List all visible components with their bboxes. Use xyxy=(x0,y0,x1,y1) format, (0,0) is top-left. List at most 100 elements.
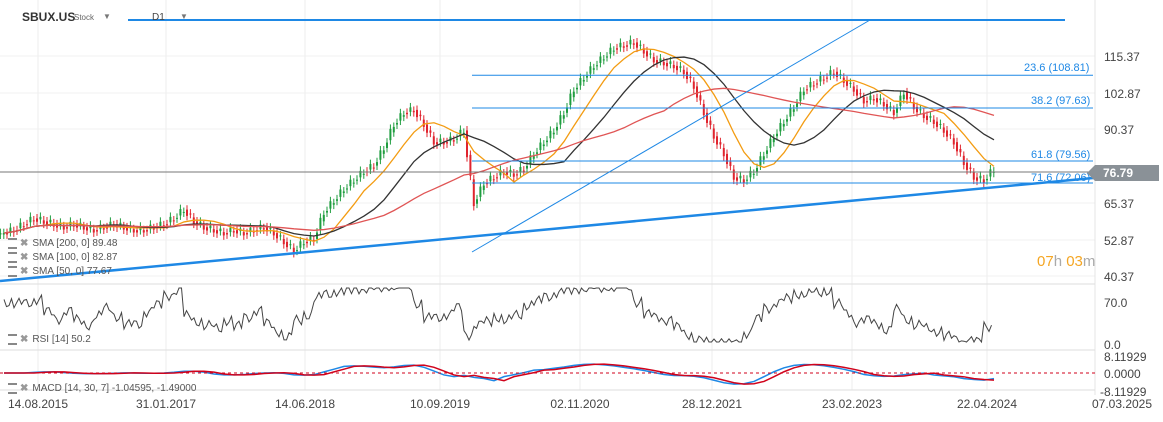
candle-body xyxy=(716,136,718,145)
candle-body xyxy=(589,66,592,74)
candle-body xyxy=(712,128,715,139)
sma100-line xyxy=(3,56,995,237)
candle-body xyxy=(962,155,965,166)
candle-body xyxy=(526,166,528,169)
candle-body xyxy=(719,142,722,145)
settings-icon[interactable] xyxy=(8,334,17,345)
sma50-label: SMA [50, 0] 77.67 xyxy=(32,266,112,278)
legend-sma100[interactable]: ✖ SMA [100, 0] 82.87 xyxy=(8,252,117,263)
candle-body xyxy=(736,177,738,181)
candle-body xyxy=(789,108,792,117)
candle-body xyxy=(776,133,778,137)
candle-body xyxy=(772,138,775,143)
candle-body xyxy=(946,130,948,137)
candle-body xyxy=(102,228,105,230)
candle-body xyxy=(709,120,712,125)
candle-body xyxy=(822,79,825,81)
candle-body xyxy=(806,89,808,91)
symbol-dropdown-icon[interactable]: ▼ xyxy=(103,12,111,21)
timeframe-dropdown-icon[interactable]: ▼ xyxy=(180,12,188,21)
candle-body xyxy=(819,76,822,82)
settings-icon[interactable] xyxy=(8,383,17,394)
candle-body xyxy=(362,173,365,175)
date-tick: 23.02.2023 xyxy=(821,397,883,411)
date-tick: 10.09.2019 xyxy=(409,397,471,411)
candle-body xyxy=(276,233,278,239)
candle-body xyxy=(189,213,192,215)
candle-body xyxy=(609,47,612,55)
uptrend-line xyxy=(0,176,1094,283)
candle-body xyxy=(859,93,862,95)
legend-sma50[interactable]: ✖ SMA [50, 0] 77.67 xyxy=(8,266,112,277)
candle-body xyxy=(516,174,518,176)
timeframe-selector[interactable]: D1 xyxy=(152,12,165,23)
candle-body xyxy=(426,124,428,133)
rsi-tick: 70.0 xyxy=(1104,296,1128,310)
legend-sma200[interactable]: ✖ SMA [200, 0] 89.48 xyxy=(8,238,117,249)
remove-icon[interactable]: ✖ xyxy=(20,252,29,264)
symbol-label[interactable]: SBUX.US xyxy=(22,10,76,24)
candle-body xyxy=(479,186,482,197)
date-tick: 28.12.2021 xyxy=(681,397,743,411)
candle-body xyxy=(639,44,642,46)
candle-body xyxy=(22,226,25,228)
remove-icon[interactable]: ✖ xyxy=(20,383,29,395)
candle-body xyxy=(289,244,292,246)
candle-body xyxy=(512,173,515,177)
legend-macd[interactable]: ✖ MACD [14, 30, 7] -1.04595, -1.49000 xyxy=(8,383,196,394)
settings-icon[interactable] xyxy=(8,266,17,277)
candle-body xyxy=(446,142,448,144)
settings-icon[interactable] xyxy=(8,238,17,249)
remove-icon[interactable]: ✖ xyxy=(20,238,29,250)
candle-body xyxy=(466,130,468,158)
candle-body xyxy=(696,86,698,98)
candle-body xyxy=(372,167,375,169)
candle-body xyxy=(412,110,415,113)
macd-tick: 0.0000 xyxy=(1104,367,1141,381)
candle-body xyxy=(626,45,628,47)
candle-body xyxy=(389,128,392,141)
candle-body xyxy=(979,175,982,179)
candle-body xyxy=(632,43,635,45)
candle-body xyxy=(132,229,135,233)
candle-body xyxy=(929,116,932,118)
remove-icon[interactable]: ✖ xyxy=(20,266,29,278)
candle-body xyxy=(329,201,332,209)
candle-body xyxy=(922,112,925,119)
candle-body xyxy=(852,86,855,92)
settings-icon[interactable] xyxy=(8,252,17,263)
candle-body xyxy=(246,233,248,235)
sma50-line xyxy=(3,48,995,242)
candle-body xyxy=(499,169,502,176)
candle-body xyxy=(59,222,62,226)
price-tick: 40.37 xyxy=(1104,270,1135,284)
candle-body xyxy=(629,39,632,45)
candle-body xyxy=(889,106,892,108)
candle-body xyxy=(46,221,48,225)
candle-body xyxy=(959,148,962,153)
candle-body xyxy=(809,81,812,88)
fib-label: 71.6 (72.06) xyxy=(1031,172,1091,184)
candle-body xyxy=(906,92,908,100)
candle-body xyxy=(882,102,885,107)
candle-body xyxy=(232,231,235,233)
candle-body xyxy=(796,103,798,107)
candle-body xyxy=(616,48,618,50)
remove-icon[interactable]: ✖ xyxy=(20,334,29,346)
candle-body xyxy=(689,76,692,79)
candle-body xyxy=(442,142,445,145)
candle-body xyxy=(459,129,462,137)
rsi-tick: 0.0 xyxy=(1104,338,1121,352)
candle-body xyxy=(119,222,122,226)
candle-body xyxy=(599,56,602,63)
legend-rsi[interactable]: ✖ RSI [14] 50.2 xyxy=(8,334,91,345)
candle-body xyxy=(209,225,212,229)
candle-body xyxy=(559,115,562,125)
candle-body xyxy=(952,138,955,145)
candle-body xyxy=(756,167,758,172)
rsi-label: RSI [14] 50.2 xyxy=(32,334,91,346)
candle-body xyxy=(309,236,312,241)
candle-body xyxy=(856,89,858,96)
